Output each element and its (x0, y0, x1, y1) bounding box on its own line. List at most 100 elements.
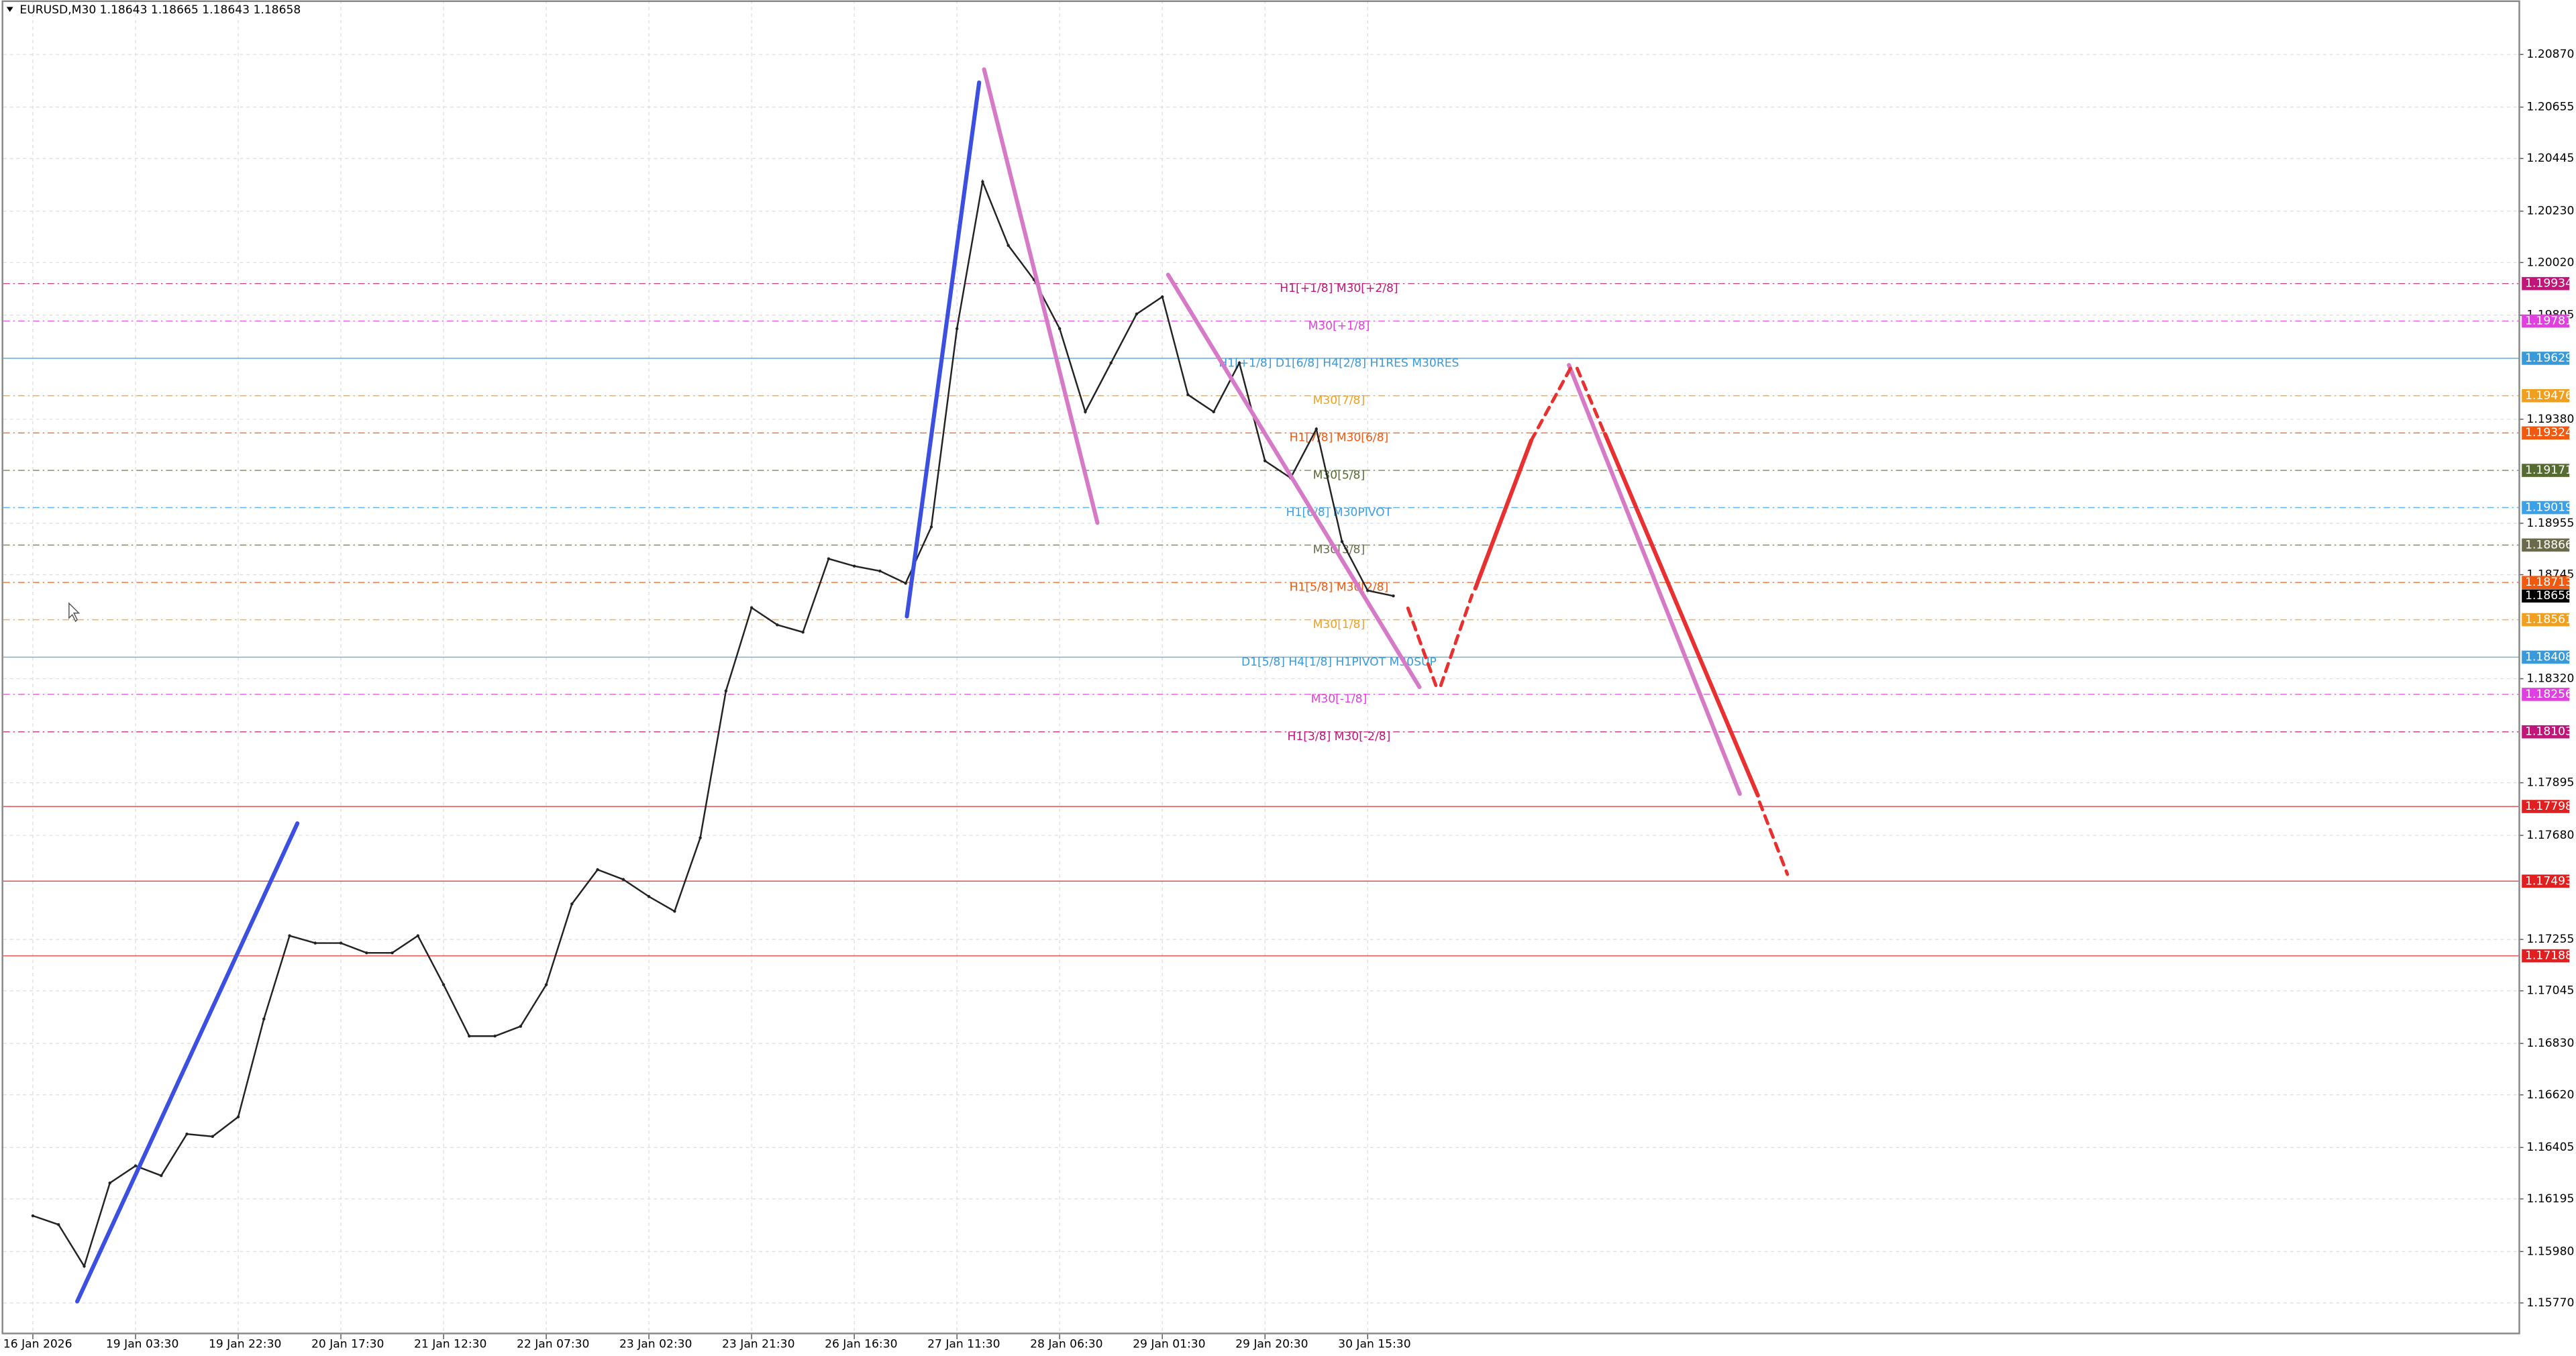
plot-frame (1, 0, 2520, 1335)
y-tick-label: 1.16620 (2527, 1088, 2575, 1102)
price-point (185, 1132, 189, 1136)
price-point (955, 327, 959, 331)
price-point (288, 934, 291, 937)
price-point (519, 1025, 523, 1028)
level-price-box (2522, 688, 2570, 701)
arrow (1529, 363, 1574, 443)
level-price: 1.18658 (2525, 589, 2573, 603)
level-name: H1[6/8] M30PIVOT (1286, 506, 1392, 519)
price-point (313, 941, 317, 945)
price-point (570, 902, 574, 906)
price-point (827, 557, 831, 560)
level-price: 1.18103 (2525, 725, 2573, 739)
menu-arrow (6, 7, 13, 12)
price-point (1340, 540, 1344, 543)
price-point (1186, 393, 1190, 397)
level-price-box (2522, 314, 2570, 328)
price-point (904, 582, 907, 585)
level-price-box (2522, 874, 2570, 888)
x-tick-label: 26 Jan 16:30 (825, 1337, 897, 1351)
price-point (929, 525, 933, 529)
level-name: H1[3/8] M30[-2/8] (1287, 730, 1390, 743)
plot (31, 178, 1395, 1269)
cursor (68, 602, 81, 623)
price-point (365, 951, 368, 955)
level-price: 1.17188 (2525, 949, 2573, 963)
trend-line (75, 821, 300, 1304)
level-name: H1[+1/8] D1[6/8] H4[2/8] H1RES M30RES (1219, 356, 1459, 370)
trend-line (905, 80, 982, 619)
price-point (673, 909, 676, 913)
x-tick-label: 20 Jan 17:30 (311, 1337, 384, 1351)
arrow (1473, 438, 1533, 591)
arrow (1406, 606, 1438, 687)
trend-line (982, 67, 1100, 525)
x-tick-label: 19 Jan 22:30 (209, 1337, 281, 1351)
price-point (1135, 312, 1139, 316)
level-name: M30[3/8] (1313, 543, 1365, 557)
chart-title: EURUSD,M30 1.18643 1.18665 1.18643 1.186… (19, 3, 301, 17)
level-name: M30[+1/8] (1308, 319, 1370, 333)
level-price-box (2522, 538, 2570, 552)
x-tick-label: 22 Jan 07:30 (517, 1337, 589, 1351)
price-point (1160, 295, 1164, 299)
level-price: 1.17798 (2525, 800, 2573, 813)
level-price-box (2522, 426, 2570, 440)
price-point (262, 1017, 266, 1021)
x-tick-label: 23 Jan 02:30 (619, 1337, 692, 1351)
level-price-box (2522, 464, 2570, 477)
level-price: 1.19324 (2525, 426, 2573, 439)
x-tick-label: 23 Jan 21:30 (722, 1337, 794, 1351)
price-point (1366, 589, 1370, 592)
price-point (1237, 361, 1241, 365)
price-point (416, 934, 420, 937)
price-point (1212, 410, 1215, 414)
price-point (1084, 410, 1087, 414)
y-tick-label: 1.15770 (2527, 1296, 2575, 1310)
arrow (1757, 800, 1790, 876)
price-point (31, 1214, 35, 1218)
arrow (1602, 431, 1760, 798)
level-price-box (2522, 388, 2570, 403)
arrow (1439, 593, 1474, 687)
y-tick-label: 1.16830 (2527, 1037, 2575, 1050)
level-price: 1.19019 (2525, 501, 2573, 515)
y-tick-label: 1.17255 (2527, 933, 2575, 946)
y-tick-label: 1.16195 (2527, 1192, 2575, 1206)
y-tick-label: 1.20020 (2527, 256, 2575, 269)
level-price-box (2522, 613, 2570, 627)
trend-line (1166, 272, 1422, 690)
level-price: 1.18866 (2525, 538, 2573, 552)
price-point (1109, 361, 1113, 365)
grid: 1.208701.206551.204451.202301.200201.198… (3, 0, 2575, 1351)
price-point (647, 895, 651, 898)
trend-line (1567, 363, 1742, 796)
level-name: M30[7/8] (1313, 394, 1365, 407)
y-tick-label: 1.18320 (2527, 672, 2575, 686)
level-name: H1[+1/8] M30[+2/8] (1280, 282, 1398, 295)
level-price: 1.18256 (2525, 688, 2573, 701)
y-tick-label: 1.20230 (2527, 205, 2575, 218)
price-point (211, 1135, 214, 1139)
level-price: 1.18561 (2525, 613, 2573, 627)
price-point (339, 941, 343, 945)
price-point (981, 180, 984, 184)
price-point (878, 569, 882, 573)
levels: 1.19934 H1[+1/8] M30[+2/8] 1.19781 M30[+1/8… (3, 277, 2573, 963)
level-price-box (2522, 352, 2570, 365)
y-tick-label: 1.19380 (2527, 413, 2575, 426)
price-point (699, 836, 702, 839)
y-tick-label: 1.17045 (2527, 984, 2575, 998)
y-tick-label: 1.20445 (2527, 152, 2575, 165)
x-tick-label: 29 Jan 20:30 (1235, 1337, 1308, 1351)
y-tick-label: 1.17680 (2527, 829, 2575, 842)
y-tick-label: 1.16405 (2527, 1141, 2575, 1154)
level-price: 1.19934 (2525, 277, 2573, 291)
level-price-box (2522, 576, 2570, 589)
price-point (1315, 427, 1318, 431)
price-point (596, 868, 599, 872)
x-tick-label: 19 Jan 03:30 (106, 1337, 178, 1351)
price-point (134, 1164, 138, 1167)
x-tick-label: 16 Jan 2026 (3, 1337, 72, 1351)
price-point (776, 623, 779, 627)
